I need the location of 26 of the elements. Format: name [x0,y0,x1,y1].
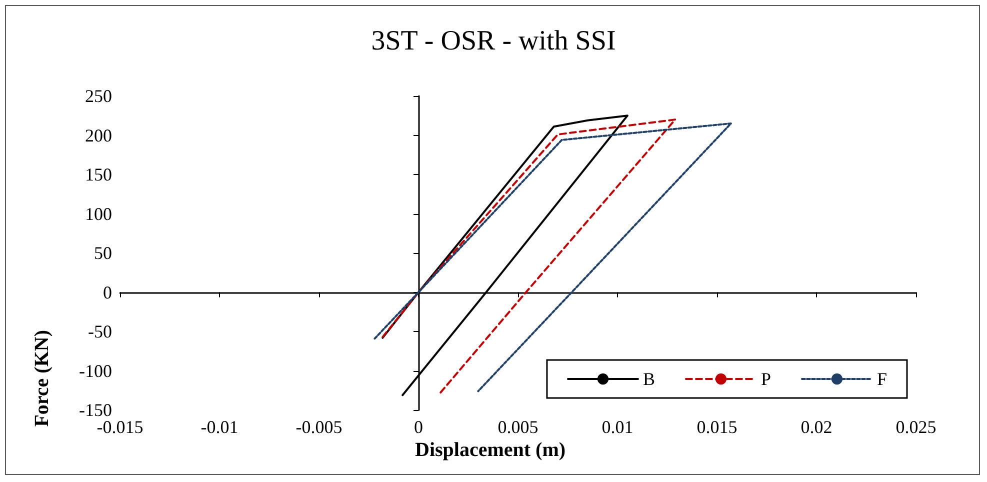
legend-label: P [760,369,771,389]
y-tick-label: 150 [85,164,112,184]
y-tick-label: 200 [85,125,112,146]
x-tick-label: 0.02 [800,417,832,437]
x-tick-label: -0.015 [96,417,144,437]
y-tick-label: 50 [94,243,112,263]
y-tick-label: 100 [85,204,112,224]
x-tick-label: -0.005 [296,417,342,437]
chart-title: 3ST - OSR - with SSI [371,26,616,56]
legend-label: F [876,369,888,389]
y-tick-label: -150 [79,400,112,420]
x-axis-title: Displacement (m) [415,439,566,461]
y-axis-title: Force (KN) [31,330,53,427]
line-series [382,118,676,394]
y-tick-label: 250 [85,86,112,106]
x-tick-label: -0.01 [200,417,238,437]
y-tick-label: -100 [79,360,112,381]
x-tick-label: 0.01 [602,417,634,437]
x-tick-label: 0.005 [498,417,538,437]
legend-label: B [642,369,655,389]
x-tick-label: 0.015 [696,417,738,437]
y-tick-label: -50 [88,322,112,342]
line-series [374,122,732,392]
y-tick-label: 0 [103,282,112,302]
x-tick-label: 0.025 [896,417,936,437]
x-tick-label: 0 [414,417,423,437]
